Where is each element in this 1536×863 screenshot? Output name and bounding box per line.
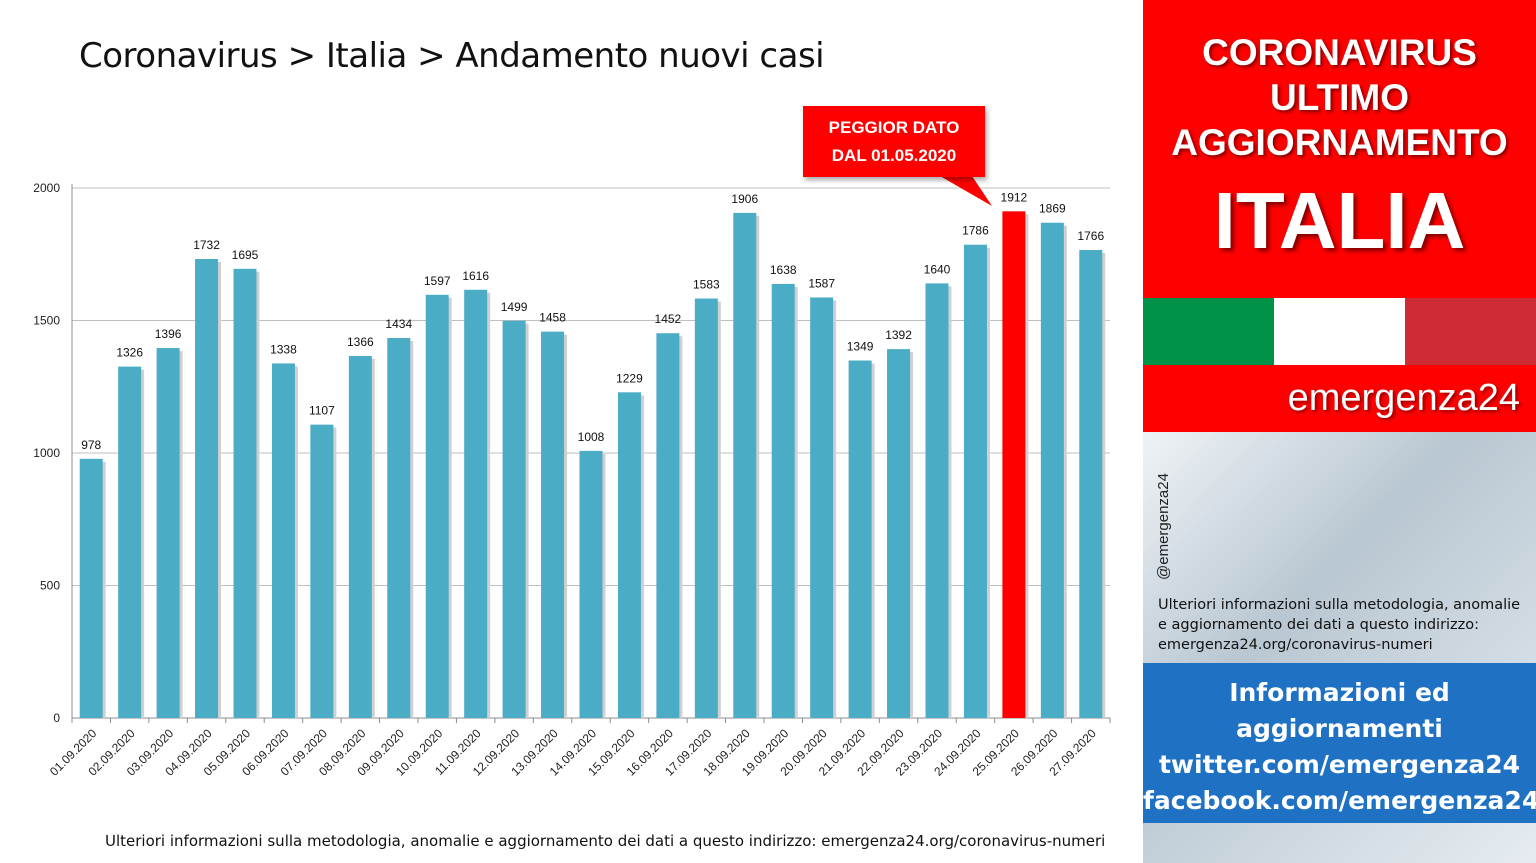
footnote: Ulteriori informazioni sulla metodologia…: [105, 832, 1106, 850]
bar: [195, 259, 219, 718]
sidebar: CORONAVIRUS ULTIMO AGGIORNAMENTO ITALIA …: [1143, 0, 1536, 863]
bar: [1002, 211, 1026, 718]
flag-white-stripe: [1274, 298, 1405, 365]
bar: [1079, 250, 1103, 718]
data-label: 1366: [347, 335, 374, 349]
info-panel: Informazioni ed aggiornamenti twitter.co…: [1143, 663, 1536, 823]
bar: [79, 458, 103, 718]
data-label: 1616: [462, 269, 489, 283]
headline-line-1: CORONAVIRUS: [1202, 32, 1477, 73]
country-label: ITALIA: [1213, 176, 1466, 265]
bar: [887, 349, 911, 718]
data-label: 1434: [385, 317, 412, 331]
data-label: 978: [81, 438, 101, 452]
bar: [963, 244, 987, 718]
bar: [771, 283, 795, 718]
bar: [733, 212, 757, 718]
bar: [156, 348, 180, 718]
data-label: 1396: [155, 327, 182, 341]
bar: [925, 283, 949, 718]
brand-name: emergenza24: [1287, 377, 1520, 419]
data-label: 1732: [193, 238, 220, 252]
bar: [848, 360, 872, 718]
sidebar-note: Ulteriori informazioni sulla metodologia…: [1158, 597, 1521, 653]
data-label: 1392: [885, 328, 912, 342]
bar: [579, 450, 603, 718]
info-line-2: aggiornamenti: [1236, 714, 1443, 743]
bar: [1040, 222, 1064, 718]
bar: [387, 337, 411, 718]
bar: [541, 331, 565, 718]
bar: [694, 298, 718, 718]
data-label: 1906: [731, 192, 758, 206]
bar: [502, 320, 526, 718]
callout-pointer: [940, 176, 992, 206]
social-handle: @emergenza24: [1155, 473, 1172, 580]
info-line-1: Informazioni ed: [1229, 678, 1450, 707]
data-label: 1338: [270, 342, 297, 356]
data-label: 1869: [1039, 202, 1066, 216]
data-label: 1587: [808, 276, 835, 290]
bar-chart: 050010001500200097801.09.2020132602.09.2…: [33, 181, 1111, 779]
data-label: 1349: [847, 340, 874, 354]
data-label: 1912: [1001, 190, 1028, 204]
bar: [464, 289, 488, 718]
data-label: 1326: [116, 346, 143, 360]
y-tick-label: 500: [40, 579, 60, 593]
twitter-link[interactable]: twitter.com/emergenza24: [1158, 750, 1521, 779]
data-label: 1008: [578, 430, 605, 444]
data-label: 1695: [232, 248, 259, 262]
data-label: 1640: [924, 262, 951, 276]
y-tick-label: 2000: [33, 181, 60, 195]
headline-panel: CORONAVIRUS ULTIMO AGGIORNAMENTO ITALIA: [1143, 0, 1536, 298]
data-label: 1458: [539, 311, 566, 325]
headline-line-2: ULTIMO: [1269, 77, 1410, 118]
headline: CORONAVIRUS ULTIMO AGGIORNAMENTO: [1143, 30, 1536, 165]
y-tick-label: 0: [53, 711, 60, 725]
data-label: 1107: [309, 404, 335, 418]
bar: [810, 297, 834, 718]
data-label: 1766: [1077, 229, 1104, 243]
bar: [233, 268, 257, 718]
bar: [617, 392, 641, 718]
data-label: 1229: [616, 371, 643, 385]
bar: [656, 333, 680, 718]
bar: [118, 366, 142, 718]
headline-line-3: AGGIORNAMENTO: [1171, 122, 1508, 163]
chart-panel: Coronavirus > Italia > Andamento nuovi c…: [33, 36, 1111, 850]
y-tick-label: 1000: [33, 446, 60, 460]
data-label: 1452: [655, 312, 682, 326]
italian-flag: [1143, 298, 1536, 365]
worst-data-callout: PEGGIOR DATO DAL 01.05.2020: [803, 106, 985, 177]
y-tick-label: 1500: [33, 314, 60, 328]
callout-line-1: PEGGIOR DATO: [828, 118, 960, 137]
brand-bar: emergenza24: [1143, 365, 1536, 432]
data-label: 1499: [501, 300, 528, 314]
bar: [425, 294, 449, 718]
data-label: 1597: [424, 274, 451, 288]
data-label: 1583: [693, 278, 720, 292]
facebook-link[interactable]: facebook.com/emergenza24: [1143, 786, 1536, 815]
data-label: 1786: [962, 224, 989, 238]
chart-title: Coronavirus > Italia > Andamento nuovi c…: [79, 36, 825, 76]
data-label: 1638: [770, 263, 797, 277]
bar: [271, 363, 295, 718]
bar: [310, 424, 334, 718]
info-text: Informazioni ed aggiornamenti twitter.co…: [1143, 675, 1536, 819]
callout-line-2: DAL 01.05.2020: [831, 146, 957, 165]
bar: [348, 356, 372, 718]
flag-red-stripe: [1405, 298, 1536, 365]
flag-green-stripe: [1143, 298, 1274, 365]
